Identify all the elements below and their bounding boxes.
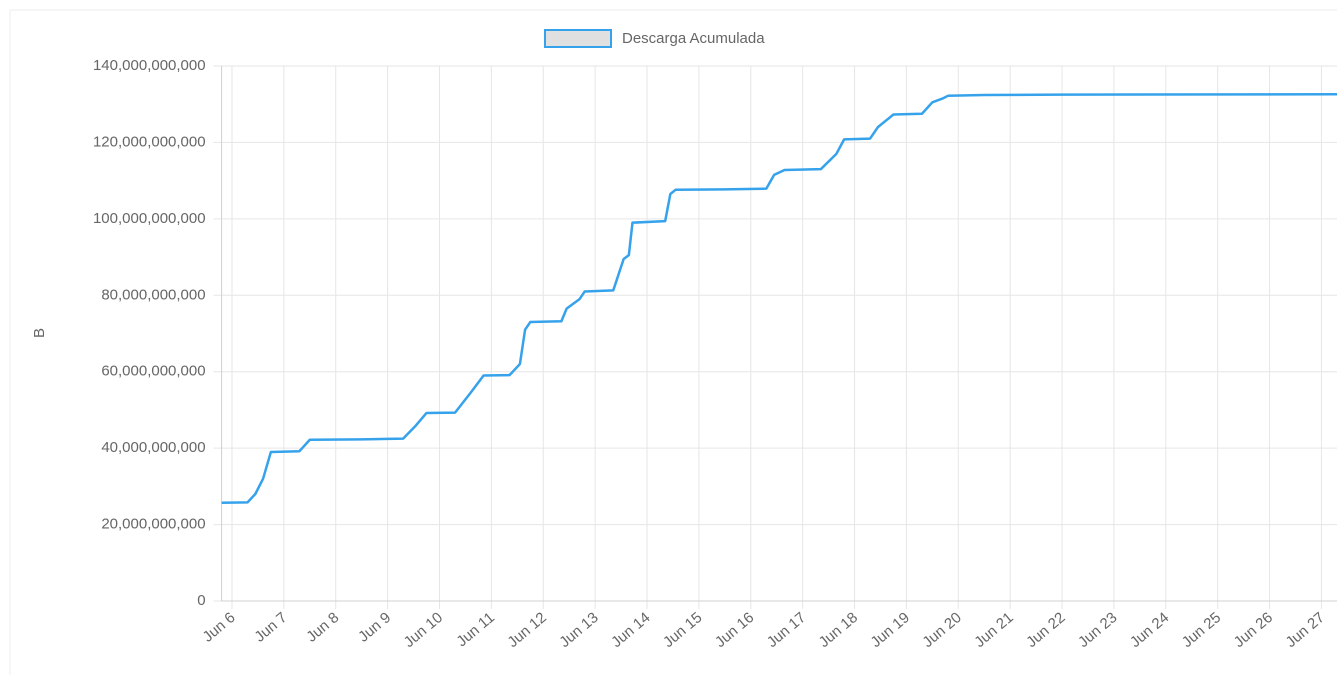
x-tick-label: Jun 22 (1023, 609, 1068, 651)
x-tick-label: Jun 16 (712, 609, 757, 651)
y-tick-label: 20,000,000,000 (101, 516, 205, 533)
y-tick-label: 120,000,000,000 (93, 133, 206, 150)
x-tick-label: Jun 26 (1231, 609, 1276, 651)
y-axis-label: B (31, 328, 48, 338)
y-tick-label: 60,000,000,000 (101, 363, 205, 380)
x-tick-label: Jun 13 (556, 609, 601, 651)
x-tick-label: Jun 6 (200, 609, 239, 646)
x-tick-label: Jun 23 (1075, 609, 1120, 651)
x-tick-label: Jun 18 (816, 609, 861, 651)
x-tick-label: Jun 19 (868, 609, 913, 651)
legend-label: Descarga Acumulada (622, 30, 765, 47)
x-tick-label: Jun 21 (971, 609, 1016, 651)
x-tick-label: Jun 25 (1179, 609, 1224, 651)
y-tick-label: 100,000,000,000 (93, 210, 206, 227)
x-tick-label: Jun 7 (251, 609, 290, 646)
y-tick-label: 140,000,000,000 (93, 57, 206, 74)
x-tick-label: Jun 9 (355, 609, 394, 646)
legend-swatch (544, 29, 612, 48)
y-tick-label: 40,000,000,000 (101, 439, 205, 456)
x-tick-label: Jun 17 (764, 609, 809, 651)
y-tick-label: 0 (197, 592, 205, 609)
x-tick-label: Jun 15 (660, 609, 705, 651)
x-tick-label: Jun 24 (1127, 609, 1172, 651)
y-tick-label: 80,000,000,000 (101, 286, 205, 303)
x-tick-label: Jun 12 (504, 609, 549, 651)
x-tick-label: Jun 10 (401, 609, 446, 651)
x-tick-label: Jun 11 (453, 609, 498, 650)
x-tick-label: Jun 14 (608, 609, 653, 651)
data-line (221, 93, 1337, 505)
x-tick-label: Jun 27 (1283, 609, 1328, 651)
x-tick-label: Jun 20 (919, 609, 964, 651)
x-tick-label: Jun 8 (303, 609, 342, 646)
